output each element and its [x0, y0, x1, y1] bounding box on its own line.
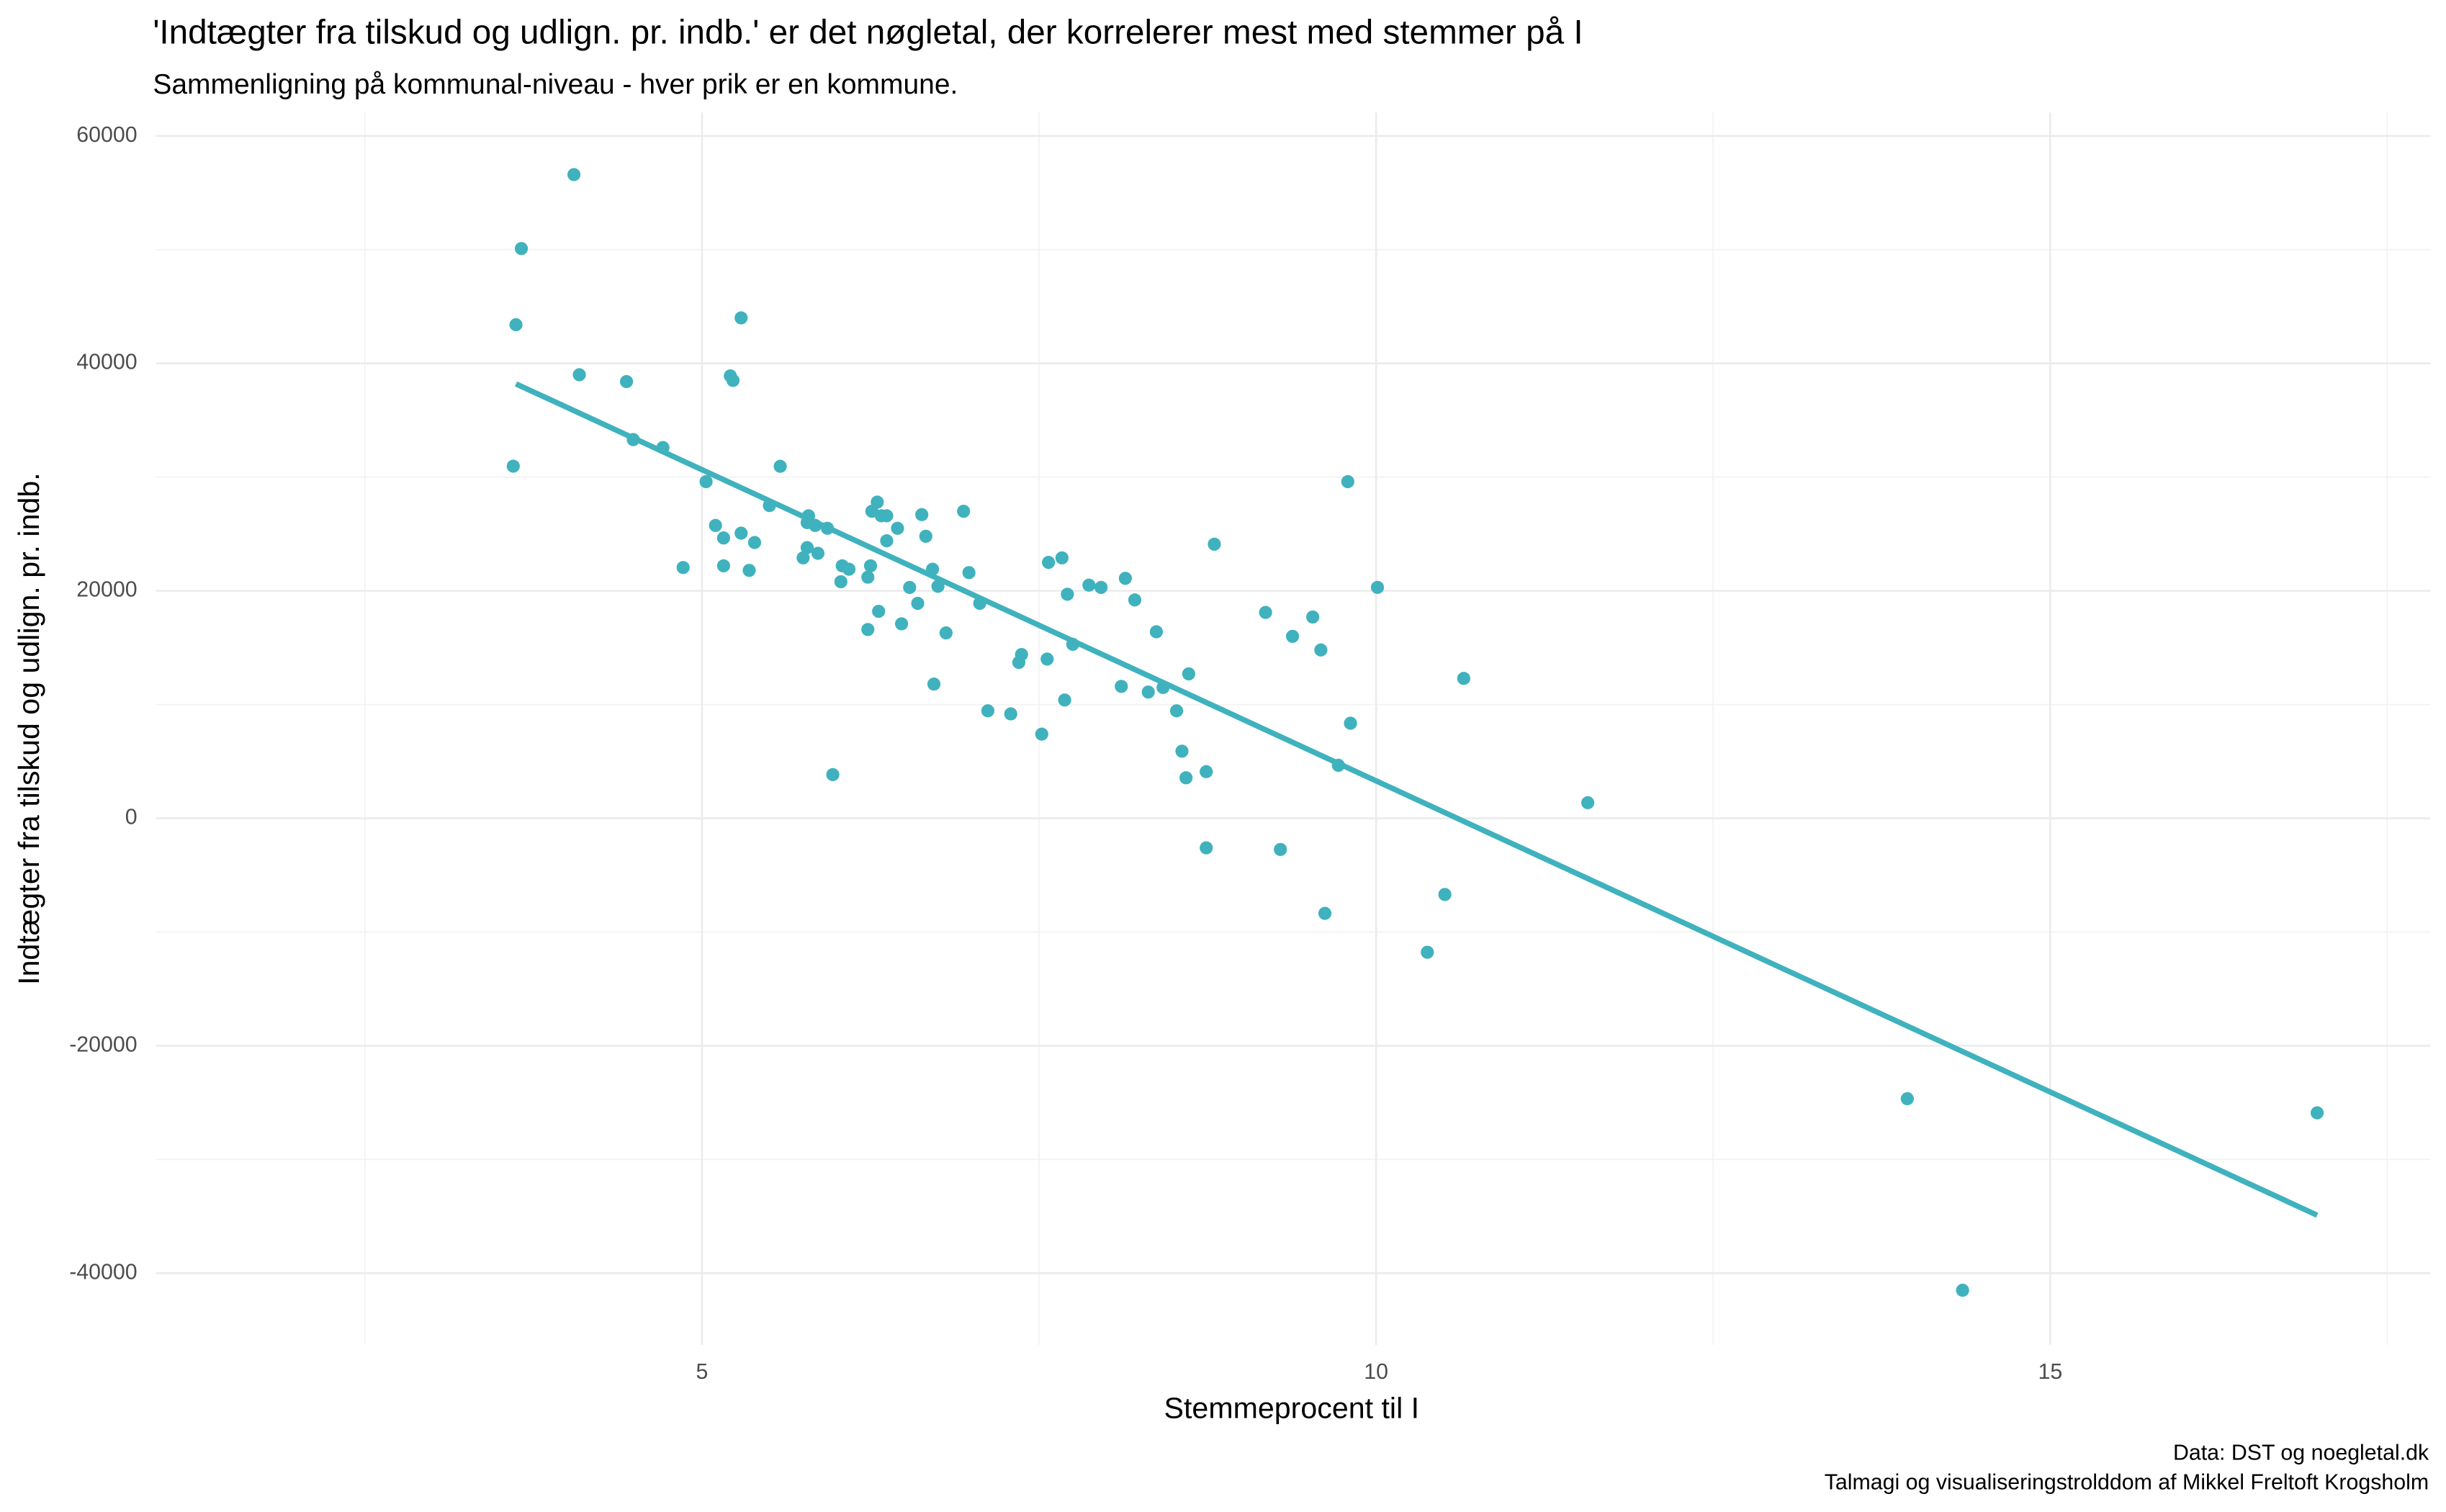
data-point — [1182, 667, 1195, 681]
data-point — [1118, 572, 1132, 585]
data-point — [927, 678, 941, 691]
y-axis-label: Indtægter fra tilskud og udlign. pr. ind… — [12, 472, 45, 985]
data-point — [1058, 693, 1071, 707]
data-point — [1055, 551, 1069, 564]
data-point — [1094, 580, 1108, 594]
grid: 5 10 15 -40000 -20000 0 20000 40000 60000 — [69, 112, 2431, 1384]
data-point — [1004, 707, 1017, 721]
data-point — [506, 459, 520, 473]
data-point — [742, 564, 756, 577]
data-point — [962, 566, 976, 580]
data-point — [1306, 610, 1320, 624]
data-point — [716, 559, 731, 572]
data-point — [1200, 841, 1213, 855]
data-point — [747, 536, 762, 549]
data-point — [1200, 765, 1213, 778]
data-point — [620, 374, 634, 389]
data-point — [567, 168, 581, 181]
data-point — [1438, 888, 1452, 901]
data-point — [1318, 906, 1332, 920]
data-point — [871, 495, 884, 509]
data-point — [872, 604, 886, 618]
data-point — [1035, 727, 1048, 741]
data-point — [861, 570, 875, 584]
data-point — [1457, 672, 1470, 685]
data-point — [915, 508, 929, 521]
data-point — [1061, 588, 1074, 601]
data-point — [894, 617, 909, 631]
data-point — [514, 242, 529, 256]
data-point — [1581, 796, 1595, 809]
data-point — [842, 562, 856, 576]
data-point — [863, 559, 878, 572]
data-point — [903, 580, 917, 594]
data-point — [1274, 842, 1287, 856]
data-point — [734, 311, 748, 325]
data-point — [957, 504, 971, 518]
data-point — [1040, 652, 1054, 666]
data-point — [709, 518, 722, 532]
caption: Talmagi og visualiseringstrolddom af Mik… — [1825, 1471, 2429, 1495]
data-point — [796, 551, 810, 564]
data-point — [800, 541, 814, 554]
y-tick-label: 60000 — [76, 123, 137, 147]
x-tick-label: 5 — [696, 1360, 709, 1384]
y-tick-label: 0 — [125, 806, 138, 829]
data-point — [509, 318, 523, 332]
data-point — [1115, 680, 1128, 693]
data-point — [1169, 704, 1184, 718]
data-point — [834, 575, 847, 589]
data-point — [1042, 556, 1056, 570]
data-point — [826, 768, 840, 781]
data-point — [1314, 643, 1328, 657]
data-point — [676, 561, 690, 575]
data-point — [1128, 593, 1142, 607]
data-point — [811, 546, 825, 560]
data-point — [891, 521, 904, 535]
data-point — [1421, 945, 1434, 959]
data-point — [911, 596, 925, 611]
data-point — [572, 368, 586, 382]
caption: Data: DST og noegletal.dk — [2173, 1441, 2429, 1465]
data-point — [1900, 1092, 1914, 1106]
data-point — [939, 626, 953, 640]
data-point — [773, 459, 787, 473]
chart-title: 'Indtægter fra tilskud og udlign. pr. in… — [153, 14, 1583, 52]
marks — [506, 168, 2324, 1297]
data-point — [726, 374, 740, 387]
data-point — [2310, 1106, 2324, 1120]
data-point — [1175, 744, 1189, 758]
x-tick-label: 10 — [1364, 1360, 1388, 1384]
data-point — [734, 526, 748, 540]
data-point — [919, 529, 932, 543]
data-point — [880, 534, 894, 548]
data-point — [1149, 625, 1164, 639]
y-tick-label: 20000 — [76, 578, 137, 602]
data-point — [1370, 580, 1385, 594]
data-point — [1259, 606, 1272, 619]
data-point — [1141, 685, 1155, 699]
data-point — [716, 531, 731, 545]
x-tick-label: 15 — [2038, 1360, 2062, 1384]
trend-line — [514, 381, 2319, 1218]
data-point — [880, 509, 894, 523]
y-tick-label: -40000 — [69, 1260, 137, 1284]
data-point — [861, 623, 875, 636]
data-point — [1015, 647, 1028, 662]
data-point — [1285, 629, 1300, 643]
data-point — [1208, 537, 1221, 551]
data-point — [1341, 474, 1354, 489]
data-point — [699, 474, 713, 489]
y-tick-label: -20000 — [69, 1032, 137, 1056]
data-point — [1956, 1283, 1969, 1297]
x-axis-label: Stemmeprocent til I — [1164, 1392, 1420, 1425]
data-point — [1179, 771, 1193, 785]
data-point — [1344, 716, 1357, 730]
data-point — [981, 704, 994, 718]
data-point — [1082, 578, 1096, 592]
y-tick-label: 40000 — [76, 351, 137, 374]
chart-subtitle: Sammenligning på kommunal-niveau - hver … — [153, 69, 958, 100]
